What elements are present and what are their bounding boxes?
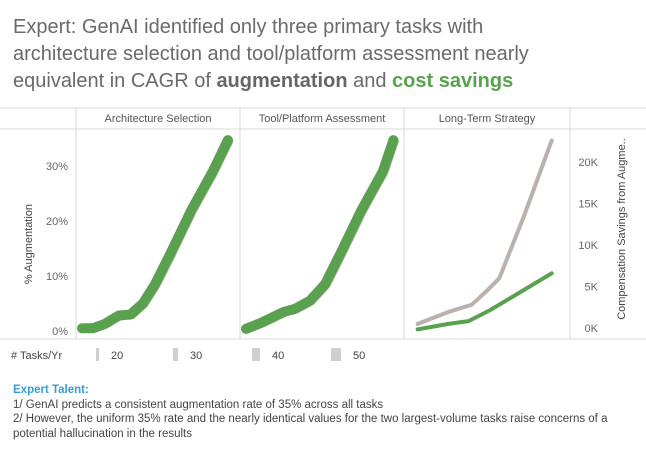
series-shadow-line bbox=[244, 137, 399, 334]
y-left-tick-label: 10% bbox=[46, 271, 68, 283]
y-right-tick-label: 5K bbox=[585, 282, 599, 294]
notes-heading: Expert Talent: bbox=[13, 384, 89, 396]
chart-title: Expert: GenAI identified only three prim… bbox=[13, 14, 633, 95]
panel-header: Tool/Platform Assessment bbox=[259, 113, 386, 125]
title-and: and bbox=[347, 70, 393, 92]
title-cost-savings: cost savings bbox=[392, 70, 514, 92]
y-right-axis-title: Compensation Savings from Augme.. bbox=[616, 138, 628, 320]
title-line-1: Expert: GenAI identified only three prim… bbox=[13, 16, 484, 38]
title-augmentation: augmentation bbox=[216, 70, 348, 92]
legend-swatch bbox=[331, 348, 341, 361]
series-shadow-line bbox=[80, 137, 234, 333]
augmentation-line bbox=[415, 271, 554, 332]
cost-savings-line bbox=[415, 138, 554, 326]
y-right-tick-label: 20K bbox=[578, 157, 598, 169]
y-left-tick-label: 20% bbox=[46, 216, 68, 228]
panel-header: Long-Term Strategy bbox=[439, 113, 536, 125]
y-right-tick-label: 0K bbox=[585, 323, 599, 335]
legend-item-label: 20 bbox=[111, 350, 123, 362]
legend-swatch bbox=[96, 348, 99, 361]
title-line-3: equivalent in CAGR of augmentation and c… bbox=[13, 68, 633, 95]
y-right-tick-label: 15K bbox=[578, 199, 598, 211]
y-left-axis-title: % Augmentation bbox=[23, 204, 35, 284]
panel-header: Architecture Selection bbox=[105, 113, 212, 125]
legend-swatch bbox=[173, 348, 178, 361]
line-chart: Architecture Selection Tool/Platform Asse… bbox=[0, 107, 646, 362]
notes-line-2: 2/ However, the uniform 35% rate and the… bbox=[13, 413, 608, 440]
augmentation-line bbox=[241, 135, 399, 334]
expert-notes: Expert Talent: 1/ GenAI predicts a consi… bbox=[13, 383, 638, 441]
title-line-2: architecture selection and tool/platform… bbox=[13, 43, 529, 65]
legend-item-label: 30 bbox=[190, 350, 202, 362]
augmentation-line bbox=[77, 135, 233, 334]
legend-title: # Tasks/Yr bbox=[11, 350, 62, 362]
legend-item-label: 40 bbox=[272, 350, 284, 362]
y-left-tick-label: 0% bbox=[52, 326, 68, 338]
title-line-3-prefix: equivalent in CAGR of bbox=[13, 70, 217, 92]
legend-swatch bbox=[252, 348, 260, 361]
y-left-tick-label: 30% bbox=[46, 161, 68, 173]
legend-item-label: 50 bbox=[353, 350, 365, 362]
y-right-tick-label: 10K bbox=[578, 240, 598, 252]
notes-line-1: 1/ GenAI predicts a consistent augmentat… bbox=[13, 398, 384, 411]
